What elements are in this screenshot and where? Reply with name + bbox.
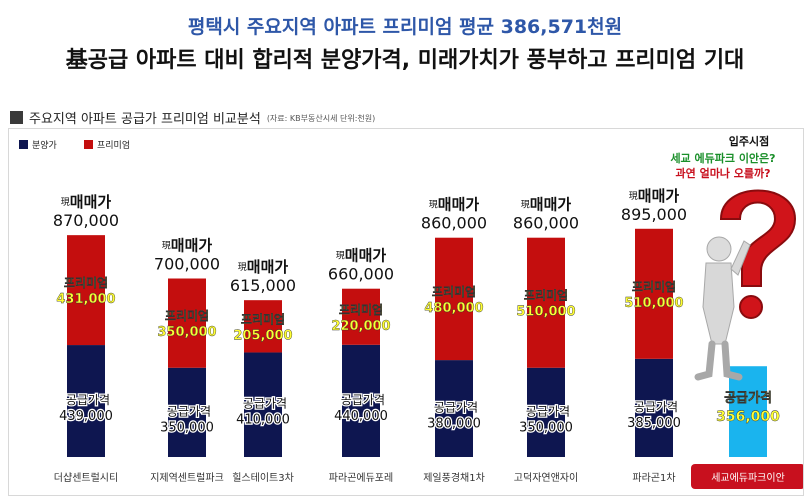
x-tick-label: 파라곤에듀포레 xyxy=(329,472,393,484)
market-price-value: 615,000 xyxy=(230,276,296,295)
supply-label: 공급가격 xyxy=(167,404,211,418)
headline: 평택시 주요지역 아파트 프리미엄 평균 386,571천원 xyxy=(187,16,623,38)
premium-label: 프리미엄 xyxy=(432,284,476,299)
premium-value: 510,000 xyxy=(624,296,683,311)
legend-swatch-supply xyxy=(19,140,28,149)
premium-label: 프리미엄 xyxy=(64,275,108,290)
bars-group xyxy=(67,228,767,457)
supply-label: 공급가격 xyxy=(634,400,678,414)
premium-label: 프리미엄 xyxy=(241,311,285,326)
bar-supply xyxy=(527,367,565,457)
market-price-label: 現매매가 xyxy=(238,258,289,276)
supply-label: 공급가격 xyxy=(434,401,478,415)
figure-head-icon xyxy=(706,236,732,262)
premium-label: 프리미엄 xyxy=(165,308,209,323)
premium-value: 350,000 xyxy=(157,325,216,340)
legend-label-supply: 분양가 xyxy=(32,140,57,151)
supply-label: 공급가격 xyxy=(526,404,570,418)
market-price-value: 700,000 xyxy=(154,255,220,274)
supply-value: 380,000 xyxy=(427,417,481,432)
figure-arm-icon xyxy=(730,240,751,276)
market-price-value: 860,000 xyxy=(421,214,487,233)
supply-value: 440,000 xyxy=(334,409,388,424)
section-title: 주요지역 아파트 공급가 프리미엄 비교분석 xyxy=(29,111,261,127)
supply-value: 410,000 xyxy=(236,413,290,428)
x-tick-label: 제일풍경채1차 xyxy=(423,471,485,484)
bar-supply xyxy=(342,344,380,457)
bar-premium xyxy=(244,300,282,353)
question-dot-icon xyxy=(739,295,763,319)
market-price-value: 895,000 xyxy=(621,205,687,224)
x-label-highlight-box xyxy=(691,464,803,489)
x-tick-label: 고덕자연앤자이 xyxy=(514,472,578,484)
legend-swatch-premium xyxy=(84,140,93,149)
x-tick-label: 파라곤1차 xyxy=(632,472,675,484)
bar-premium xyxy=(635,228,673,359)
question-mark-icon xyxy=(719,189,797,287)
supply-label: 공급가격 xyxy=(243,397,287,411)
bar-supply xyxy=(67,345,105,457)
market-price-value: 660,000 xyxy=(328,265,394,284)
premium-label: 프리미엄 xyxy=(524,288,568,303)
supply-value: 385,000 xyxy=(627,416,681,431)
supply-value: 350,000 xyxy=(160,420,214,435)
supply-value: 350,000 xyxy=(519,420,573,435)
section-square-icon xyxy=(10,110,23,124)
bar-supply xyxy=(635,358,673,457)
market-price-label: 現매매가 xyxy=(629,187,680,205)
market-price-label: 現매매가 xyxy=(162,237,213,255)
bar-supply xyxy=(244,352,282,457)
question-man-illustration xyxy=(694,189,797,381)
premium-value: 480,000 xyxy=(424,301,483,316)
callout-line3: 과연 얼마나 오를까? xyxy=(676,166,771,180)
section-source-note: (자료: KB부동산시세 단위:천원) xyxy=(266,113,376,123)
stacked-bar-chart: 분양가 프리미엄 프리미엄431,000現매매가870,000공급가격439,0… xyxy=(19,134,803,489)
market-price-label: 現매매가 xyxy=(61,193,112,211)
market-price-label: 現매매가 xyxy=(336,247,387,265)
bar-supply xyxy=(168,367,206,457)
chart-panel: 분양가 프리미엄 프리미엄 431,000 現매매가 870,000 공급가격 439,0… xyxy=(8,128,804,496)
legend-label-premium: 프리미엄 xyxy=(97,139,130,151)
figure-body-icon xyxy=(702,262,735,345)
supply-value: 439,000 xyxy=(59,409,113,424)
section-header: 주요지역 아파트 공급가 프리미엄 비교분석 (자료: KB부동산시세 단위:천… xyxy=(10,107,375,127)
bar-supply xyxy=(435,360,473,457)
legend: 분양가 프리미엄 xyxy=(19,139,130,151)
figure-legs-icon xyxy=(694,340,743,381)
labels-group: 프리미엄431,000現매매가870,000공급가격439,000프리미엄350… xyxy=(53,187,780,437)
supply-label: 공급가격 xyxy=(341,393,385,407)
x-axis-labels: 더샵센트럴시티 지제역센트럴파크 힐스테이트3차 파라곤에듀포레 제일풍경채1차 고덕자연… xyxy=(54,464,803,489)
bar-premium xyxy=(168,278,206,368)
market-price-label: 現매매가 xyxy=(429,196,480,214)
bar-premium xyxy=(67,235,105,346)
premium-value: 205,000 xyxy=(233,328,292,343)
x-tick-label: 지제역센트럴파크 xyxy=(150,471,224,484)
market-price-label: 現매매가 xyxy=(521,196,572,214)
premium-value: 431,000 xyxy=(56,292,115,307)
x-tick-label: 힐스테이트3차 xyxy=(232,471,294,484)
bar-premium xyxy=(435,237,473,361)
callout-line2: 세교 에듀파크 이안은? xyxy=(670,151,775,165)
supply-label: 공급가격 xyxy=(66,393,110,407)
premium-value: 510,000 xyxy=(516,305,575,320)
premium-label: 프리미엄 xyxy=(632,279,676,294)
market-price-value: 860,000 xyxy=(513,214,579,233)
bar-premium xyxy=(527,237,565,368)
subheadline: 基공급 아파트 대비 합리적 분양가격, 미래가치가 풍부하고 프리미엄 기대 xyxy=(65,48,745,73)
bar-supply xyxy=(729,366,767,457)
x-tick-label: 세교에듀파크이안 xyxy=(711,472,785,484)
bar-premium xyxy=(342,288,380,345)
x-tick-label: 더샵센트럴시티 xyxy=(54,471,118,484)
supply-label: 공급가격 xyxy=(724,391,772,406)
supply-value: 356,000 xyxy=(716,409,780,425)
market-price-value: 870,000 xyxy=(53,211,119,230)
callout-group: 입주시점 세교 에듀파크 이안은? 과연 얼마나 오를까? xyxy=(670,134,797,381)
premium-value: 220,000 xyxy=(331,319,390,334)
premium-label: 프리미엄 xyxy=(339,302,383,317)
callout-line1: 입주시점 xyxy=(729,134,769,148)
